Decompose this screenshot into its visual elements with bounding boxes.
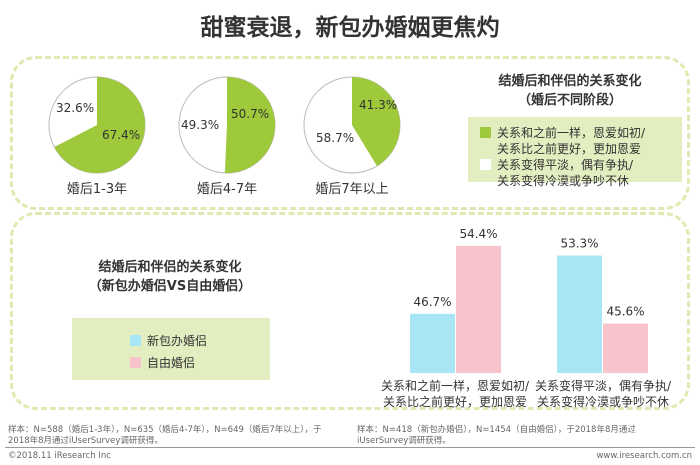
pie-label: 41.3%	[359, 98, 398, 112]
bar-panel	[10, 212, 690, 410]
bar-title: 结婚后和伴侣的关系变化 （新包办婚侣VS自由婚侣）	[50, 258, 290, 296]
cat-line: 关系变得平淡，偶有争执/	[534, 379, 672, 393]
bar-data-label: 45.6%	[606, 305, 644, 319]
pie-subtitle: （婚后不同阶段）	[517, 93, 622, 108]
pie-slice-green	[54, 77, 146, 174]
pie-category-label: 婚后4-7年	[196, 182, 258, 197]
pie-panel	[10, 56, 690, 210]
bar	[603, 323, 648, 373]
legend-swatch-cyan	[130, 335, 141, 346]
pie-label: 49.3%	[181, 118, 220, 132]
bar-subtitle: （新包办婚侣VS自由婚侣）	[88, 279, 252, 294]
note-line: 2018年8月通过iUserSurvey调研获得。	[8, 436, 163, 446]
legend-label: 关系和之前一样，恩爱如初/	[497, 126, 646, 140]
cat-line: 关系比之前更好，更加恩爱	[382, 395, 527, 409]
note-line: iUserSurvey调研获得。	[357, 436, 451, 446]
note-line: 样本：N=418（新包办婚侣），N=1454（自由婚侣），于2018年8月通过	[357, 425, 636, 435]
bar-category-label: 关系变得平淡，偶有争执/关系变得冷漠或争吵不休	[508, 378, 698, 410]
page-title: 甜蜜衰退，新包办婚姻更焦灼	[200, 15, 500, 41]
pie-slice-green	[352, 77, 400, 167]
footer-url[interactable]: www.iresearch.com.cn	[596, 451, 692, 461]
legend-label: 关系变得冷漠或争吵不休	[497, 174, 630, 188]
legend-swatch-green	[480, 127, 491, 138]
cat-line: 关系变得冷漠或争吵不休	[536, 395, 669, 409]
pie-category-label: 婚后7年以上	[315, 182, 389, 197]
legend-swatch-pink	[130, 357, 141, 368]
legend-label: 关系比之前更好，更加恩爱	[497, 142, 642, 156]
cat-line: 关系和之前一样，恩爱如初/	[380, 379, 530, 393]
note-line: 样本：N=588（婚后1-3年），N=635（婚后4-7年），N=649（婚后7…	[8, 425, 322, 435]
pie-category-label: 婚后1-3年	[66, 182, 128, 197]
bar	[410, 313, 455, 373]
pie-title: 结婚后和伴侣的关系变化 （婚后不同阶段）	[450, 72, 690, 110]
bar-legend: 新包办婚侣 自由婚侣	[72, 318, 270, 380]
copyright: ©2018.11 iResearch Inc	[8, 451, 111, 461]
legend-label: 自由婚侣	[147, 356, 196, 370]
pie-label: 67.4%	[102, 128, 141, 142]
pie-title-text: 结婚后和伴侣的关系变化	[498, 74, 642, 89]
pie-legend: 关系和之前一样，恩爱如初/关系比之前更好，更加恩爱 关系变得平淡，偶有争执/关系变…	[468, 117, 682, 188]
pie-label: 32.6%	[56, 101, 95, 115]
bar	[557, 255, 602, 373]
sample-note-left: 样本：N=588（婚后1-3年），N=635（婚后4-7年），N=649（婚后7…	[8, 425, 322, 447]
pie-slice-green	[224, 77, 275, 173]
bar-title-text: 结婚后和伴侣的关系变化	[98, 260, 242, 275]
footer-divider	[5, 447, 695, 448]
bar-data-label: 54.4%	[459, 227, 497, 241]
pie-label: 50.7%	[231, 107, 270, 121]
sample-note-right: 样本：N=418（新包办婚侣），N=1454（自由婚侣），于2018年8月通过 i…	[357, 425, 636, 447]
bar	[456, 245, 501, 373]
legend-label: 新包办婚侣	[147, 334, 208, 348]
bar-data-label: 46.7%	[413, 295, 451, 309]
pie-label: 58.7%	[316, 131, 355, 145]
bar-data-label: 53.3%	[560, 237, 598, 251]
legend-swatch-white	[480, 159, 491, 170]
legend-label: 关系变得平淡，偶有争执/	[497, 158, 634, 172]
bar-category-label: 关系和之前一样，恩爱如初/关系比之前更好，更加恩爱	[360, 378, 550, 410]
